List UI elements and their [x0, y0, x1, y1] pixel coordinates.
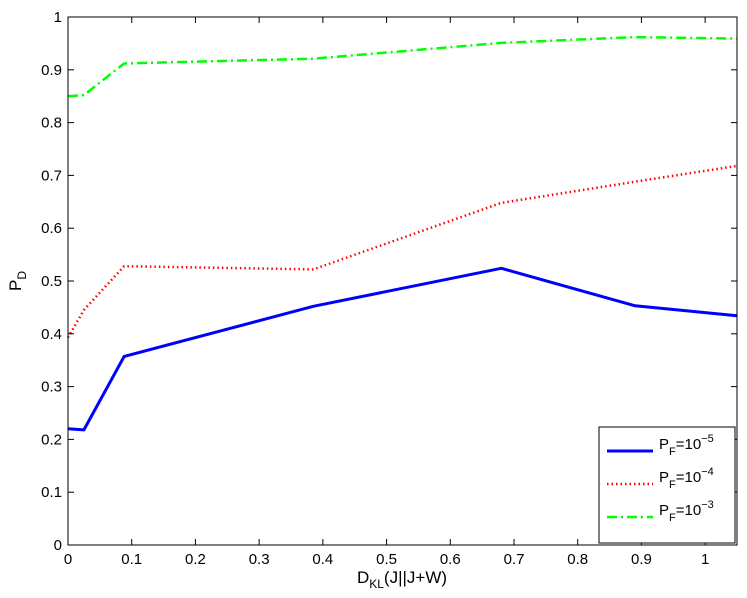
series-line-1 [67, 266, 738, 432]
x-tick-label: 1 [701, 551, 709, 568]
x-tick-label: 0.9 [631, 551, 652, 568]
y-tick-label: 0.9 [41, 62, 62, 79]
x-axis-label-rest: (J||J+W) [384, 568, 447, 587]
plot-frame [67, 16, 738, 546]
tick-layer: 0 0.1 0.2 0.3 0.4 0.5 0.6 0.7 0.8 0.9 1 0 0.1 0.2 0.3 0… [41, 9, 737, 568]
x-axis-label: DKL(J||J+W) [357, 568, 447, 591]
legend-label: PF=10−5 [659, 433, 714, 458]
x-tick-label: 0.5 [376, 551, 397, 568]
y-tick-label: 0.5 [41, 273, 62, 290]
legend-label: PF=10−3 [659, 499, 714, 524]
y-tick-label: 0.1 [41, 484, 62, 501]
x-axis-label-sub: KL [369, 577, 384, 591]
series-layer [66, 35, 738, 432]
x-tick-label: 0.4 [312, 551, 333, 568]
legend-item-2: PF=10−4 [607, 466, 714, 491]
legend-items: PF=10−5 PF=10−4 PF=10−3 [607, 433, 714, 524]
y-tick-label: 0.3 [41, 379, 62, 396]
x-tick-label: 0.3 [249, 551, 270, 568]
y-axis-label-sub: D [15, 271, 29, 280]
legend: PF=10−5 PF=10−4 PF=10−3 [598, 426, 736, 544]
legend-item-1: PF=10−5 [607, 433, 714, 458]
y-tick-label: 0 [54, 537, 62, 554]
y-tick-label: 0.2 [41, 431, 62, 448]
y-tick-label: 0.8 [41, 115, 62, 132]
series-line-3 [67, 35, 738, 98]
y-tick-label: 0.4 [41, 326, 62, 343]
y-axis-label: PD [6, 271, 29, 291]
y-tick-label: 0.7 [41, 167, 62, 184]
x-tick-label: 0.8 [567, 551, 588, 568]
y-axis-label-main: P [6, 280, 25, 291]
x-tick-label: 0 [64, 551, 72, 568]
x-tick-label: 0.6 [440, 551, 461, 568]
y-tick-label: 0.6 [41, 220, 62, 237]
legend-label: PF=10−4 [659, 466, 714, 491]
series-line-2 [66, 164, 738, 339]
x-tick-label: 0.2 [185, 551, 206, 568]
legend-item-3: PF=10−3 [607, 499, 714, 524]
y-tick-label: 1 [54, 9, 62, 26]
x-tick-label: 0.7 [504, 551, 525, 568]
x-axis-label-main: D [357, 568, 369, 587]
x-tick-label: 0.1 [121, 551, 142, 568]
